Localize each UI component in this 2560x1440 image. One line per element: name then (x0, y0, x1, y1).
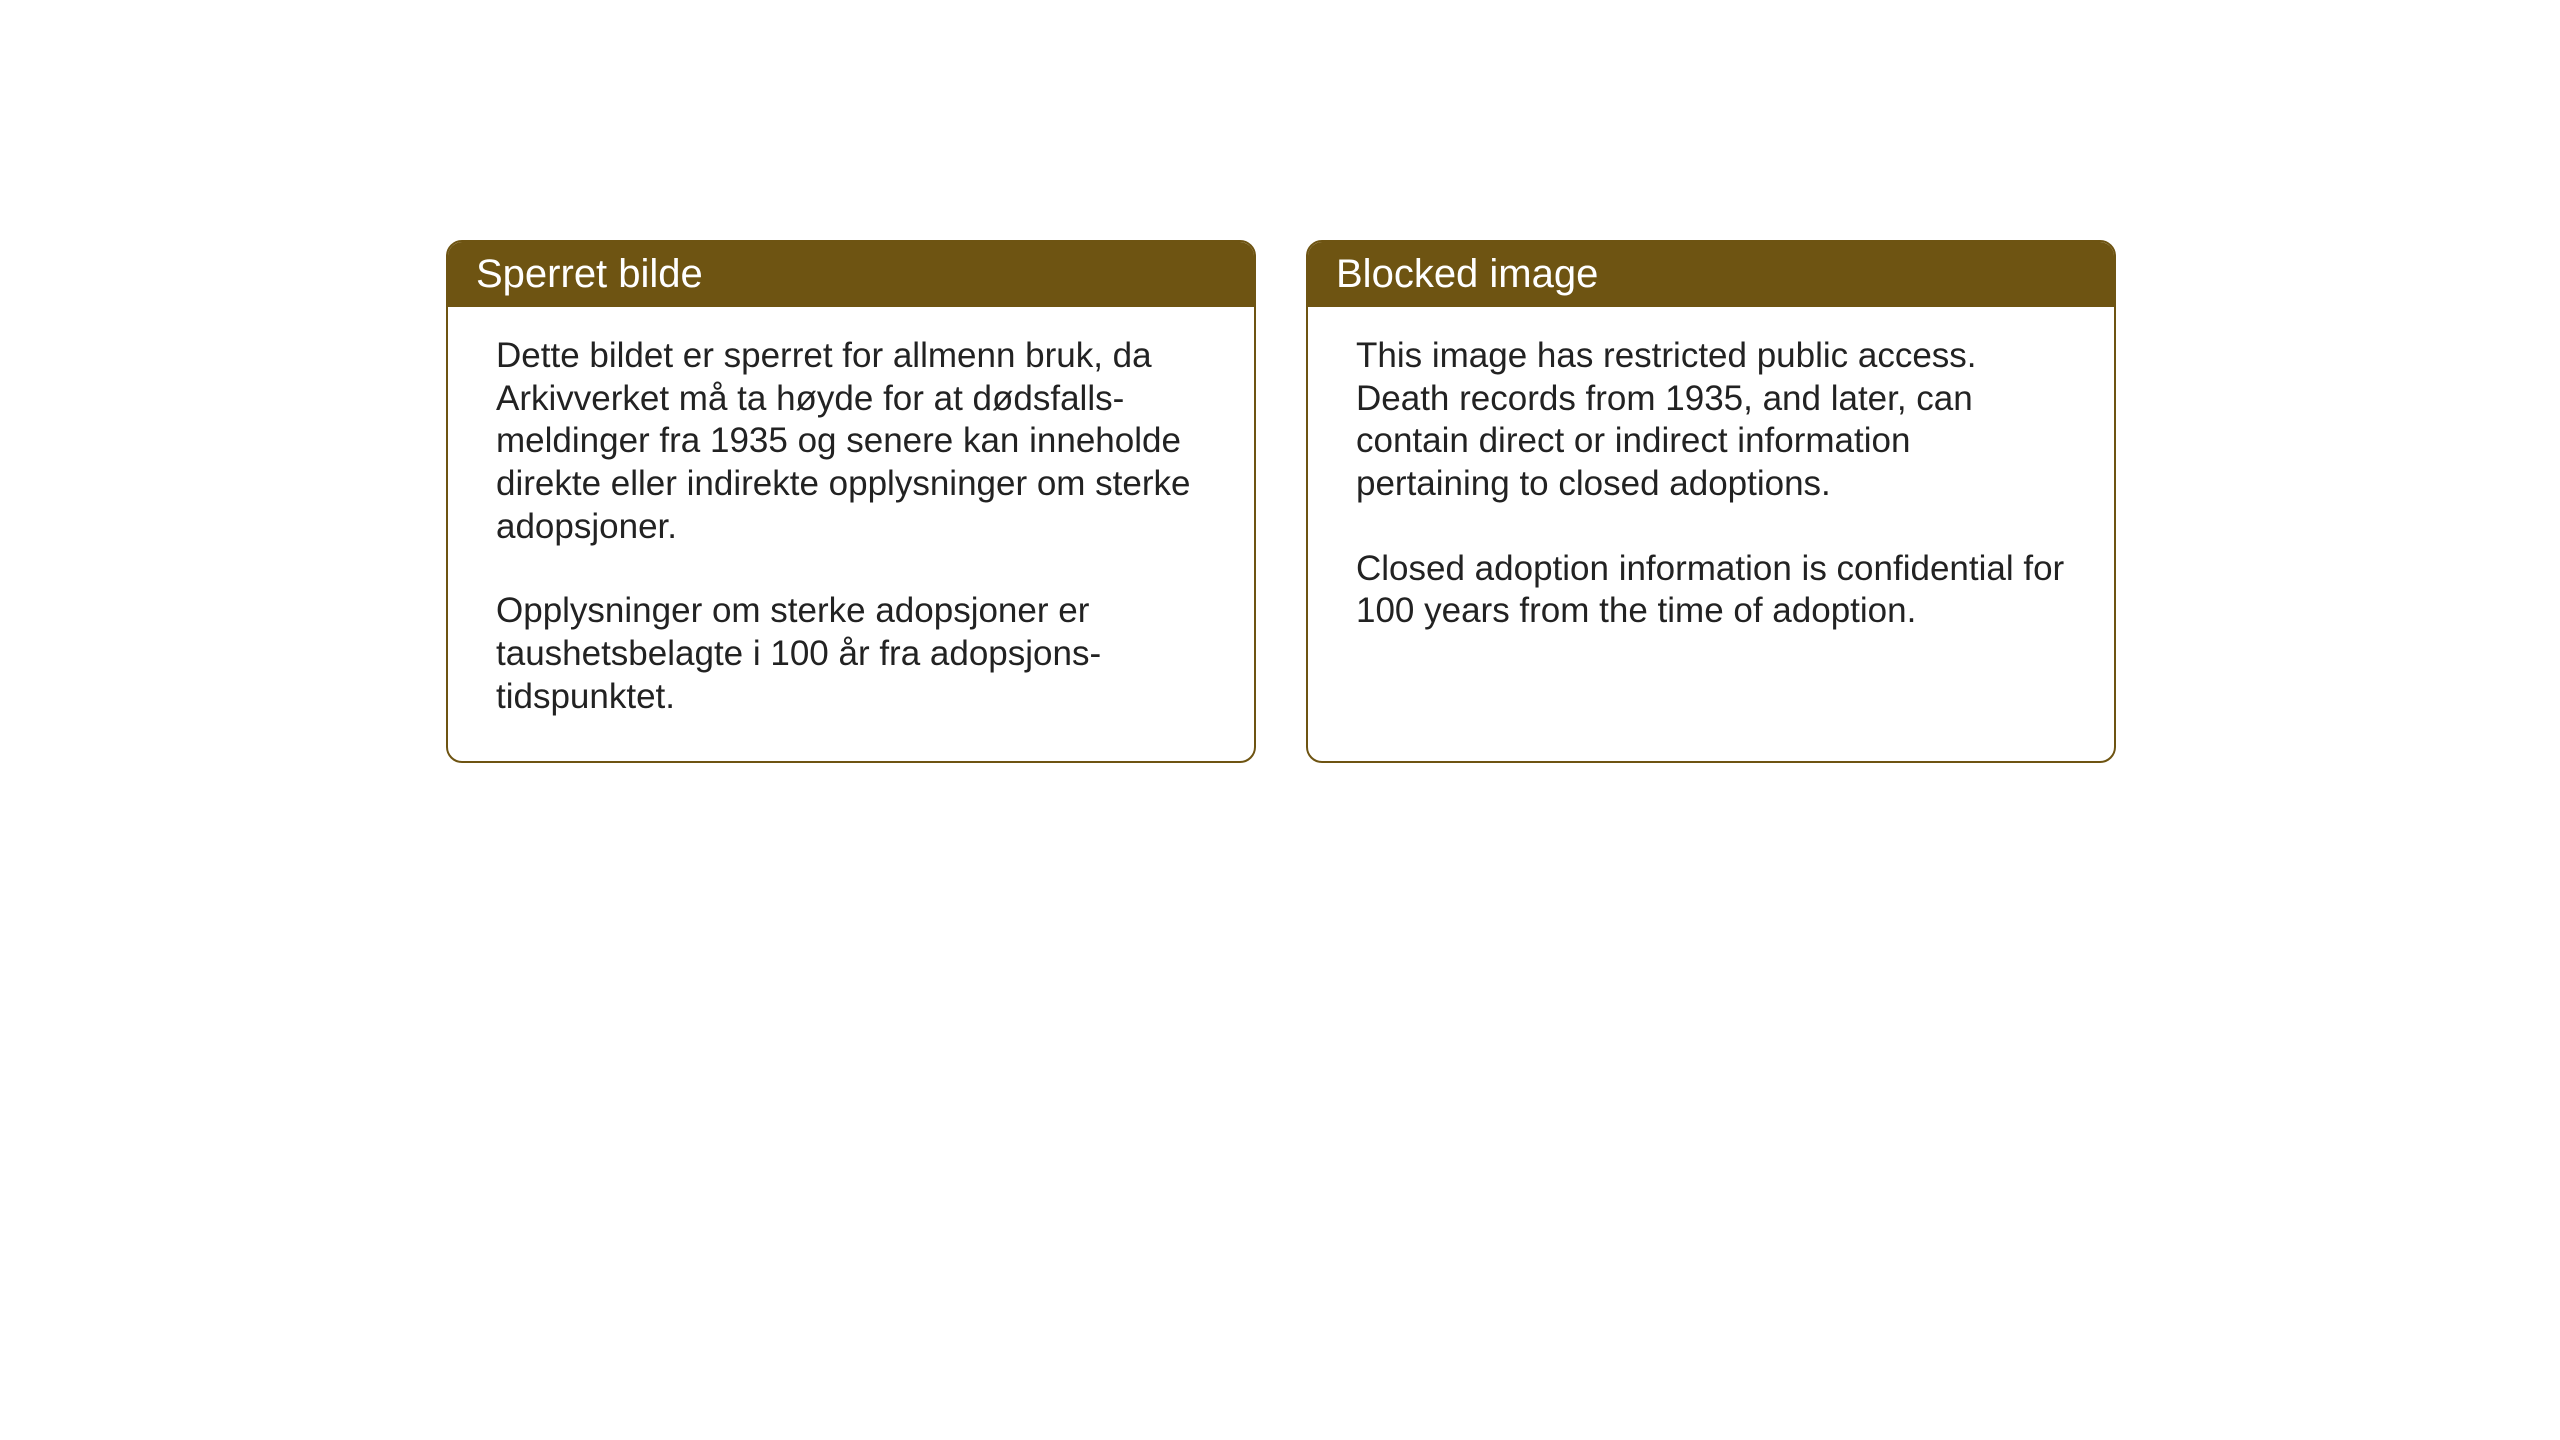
notice-paragraph-2-english: Closed adoption information is confident… (1356, 548, 2066, 633)
notice-paragraph-1-norwegian: Dette bildet er sperret for allmenn bruk… (496, 335, 1206, 548)
notice-body-english: This image has restricted public access.… (1308, 307, 2114, 675)
notice-paragraph-1-english: This image has restricted public access.… (1356, 335, 2066, 506)
notice-header-norwegian: Sperret bilde (448, 242, 1254, 307)
notice-card-container: Sperret bilde Dette bildet er sperret fo… (446, 240, 2116, 763)
notice-paragraph-2-norwegian: Opplysninger om sterke adopsjoner er tau… (496, 590, 1206, 718)
notice-card-norwegian: Sperret bilde Dette bildet er sperret fo… (446, 240, 1256, 763)
notice-body-norwegian: Dette bildet er sperret for allmenn bruk… (448, 307, 1254, 761)
notice-header-english: Blocked image (1308, 242, 2114, 307)
notice-card-english: Blocked image This image has restricted … (1306, 240, 2116, 763)
